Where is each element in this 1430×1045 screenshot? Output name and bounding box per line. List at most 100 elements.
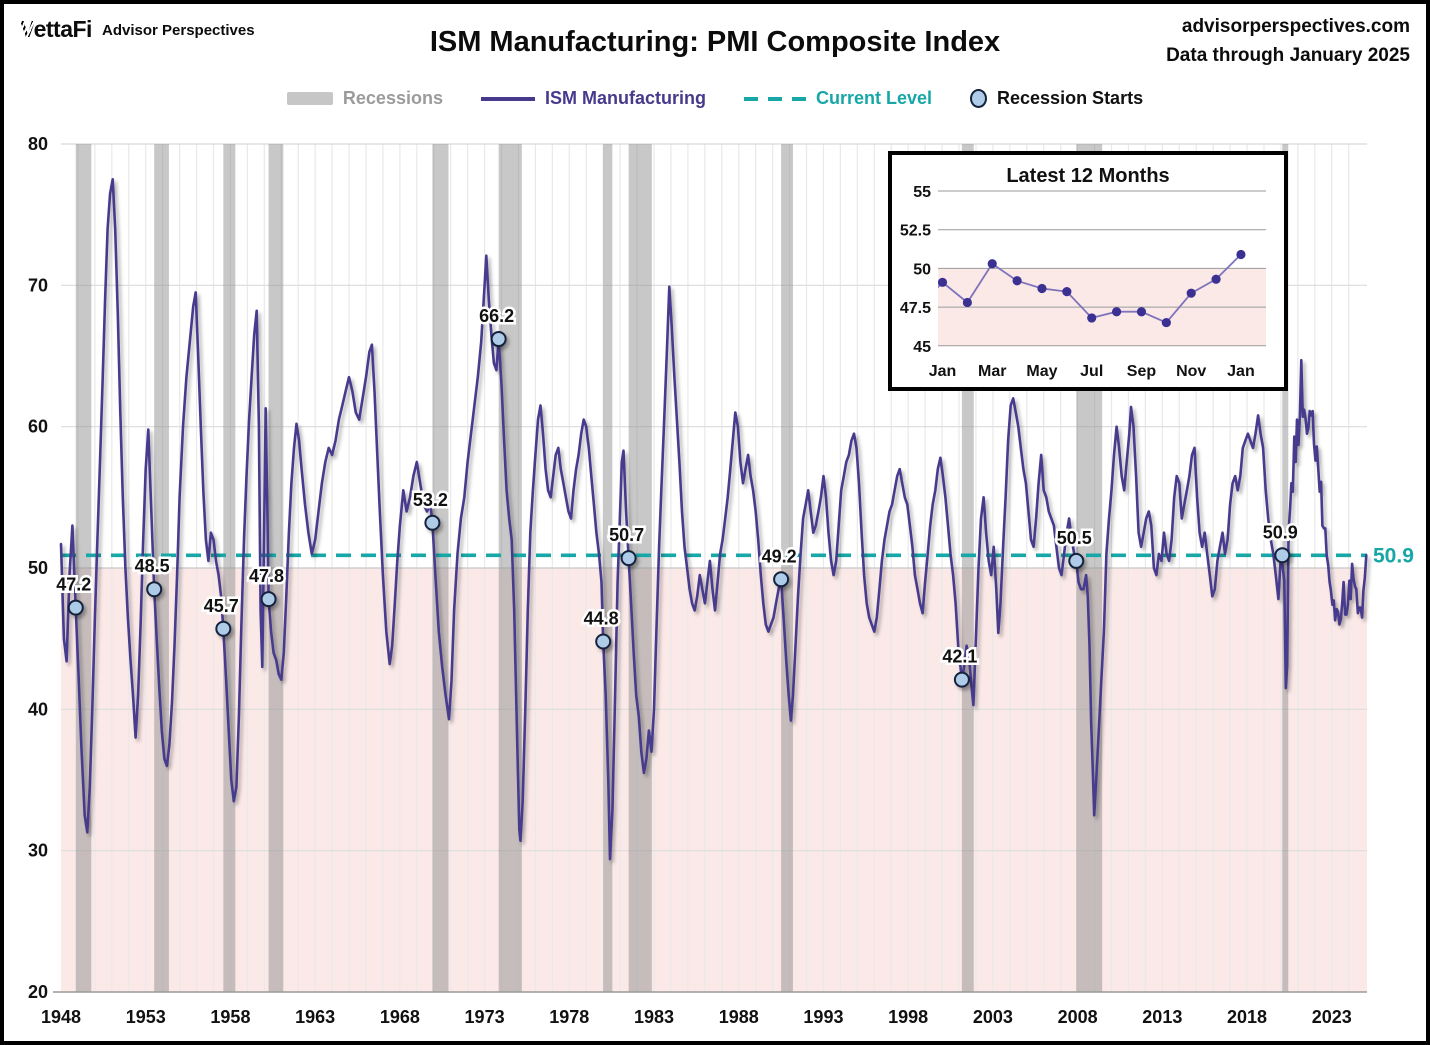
recession-start-marker bbox=[260, 591, 277, 608]
recession-band bbox=[498, 144, 522, 992]
recession-band bbox=[1282, 144, 1289, 992]
inset-y-tick-label: 50 bbox=[913, 261, 931, 278]
y-tick-label: 60 bbox=[28, 417, 48, 437]
recession-band bbox=[628, 144, 652, 992]
legend-label-current-level: Current Level bbox=[815, 88, 933, 108]
x-tick-label: 1948 bbox=[41, 1007, 81, 1027]
vettafi-logo-text: ettaFi bbox=[33, 16, 93, 42]
recession-start-label: 50.7 bbox=[609, 525, 644, 545]
recession-start-label: 47.8 bbox=[249, 566, 284, 586]
recession-start-marker bbox=[67, 599, 84, 616]
recession-start-swatch bbox=[970, 89, 988, 108]
recession-start-label: 66.2 bbox=[479, 306, 514, 326]
recession-band-swatch bbox=[286, 92, 333, 105]
recession-start-label: 44.8 bbox=[584, 608, 619, 628]
legend-item-ism: ISM Manufacturing bbox=[480, 88, 706, 109]
recession-start-label: 47.2 bbox=[56, 575, 91, 595]
page-title: ISM Manufacturing: PMI Composite Index bbox=[429, 26, 1001, 58]
x-tick-label: 1978 bbox=[549, 1007, 589, 1027]
inset-x-tick-label: Sep bbox=[1127, 363, 1157, 380]
ism-line-swatch bbox=[480, 96, 535, 101]
main-chart: 47.2 48.5 45.7 47.8 53.2 66.2 44.8 50.7 49.2 42.1… bbox=[28, 134, 1414, 1027]
recession-start-marker bbox=[490, 331, 507, 348]
legend-label-ism: ISM Manufacturing bbox=[544, 88, 706, 108]
x-tick-label: 1968 bbox=[380, 1007, 420, 1027]
recession-start-marker bbox=[773, 571, 790, 588]
inset-y-tick-label: 52.5 bbox=[900, 223, 931, 240]
legend-label-recession-starts: Recession Starts bbox=[997, 88, 1144, 108]
ism-series-line bbox=[59, 178, 1368, 861]
y-tick-label: 70 bbox=[28, 275, 48, 295]
recession-band bbox=[432, 144, 449, 992]
x-tick-label: 2018 bbox=[1227, 1007, 1267, 1027]
recession-start-label: 45.7 bbox=[204, 596, 239, 616]
inset-data-point bbox=[1211, 274, 1221, 284]
y-tick-label: 20 bbox=[28, 982, 48, 1002]
inset-data-point bbox=[1186, 288, 1196, 298]
contraction-zone bbox=[61, 568, 1367, 992]
legend-item-recessions: Recessions bbox=[286, 88, 443, 109]
inset-x-tick-label: Jan bbox=[1227, 363, 1255, 380]
recession-start-marker bbox=[424, 514, 441, 531]
recession-band bbox=[961, 144, 974, 992]
inset-data-point bbox=[938, 277, 948, 287]
current-level-swatch bbox=[743, 96, 806, 101]
x-tick-label: 1988 bbox=[719, 1007, 759, 1027]
vettafi-logo-v: V bbox=[20, 16, 34, 42]
inset-title: Latest 12 Months bbox=[1006, 165, 1169, 187]
inset-y-tick-label: 45 bbox=[913, 339, 931, 356]
legend-label-recessions: Recessions bbox=[342, 88, 443, 108]
x-tick-label: 2008 bbox=[1058, 1007, 1098, 1027]
legend: Recessions ISM Manufacturing Current Lev… bbox=[4, 88, 1426, 109]
recession-start-marker bbox=[953, 671, 970, 688]
x-tick-label: 1963 bbox=[295, 1007, 335, 1027]
source-block: advisorperspectives.com Data through Jan… bbox=[1166, 13, 1410, 70]
inset-x-tick-label: Nov bbox=[1176, 363, 1206, 380]
recession-start-label: 42.1 bbox=[942, 647, 977, 667]
data-through-label: Data through January 2025 bbox=[1166, 44, 1410, 66]
recession-start-marker bbox=[595, 633, 612, 650]
inset-data-point bbox=[1136, 307, 1147, 317]
x-tick-label: 2013 bbox=[1142, 1007, 1182, 1027]
inset-data-point bbox=[1087, 313, 1097, 323]
legend-item-recession-starts: Recession Starts bbox=[970, 88, 1143, 109]
inset-y-tick-label: 55 bbox=[913, 184, 931, 201]
recession-band bbox=[603, 144, 613, 992]
recession-band bbox=[268, 144, 284, 992]
legend-item-current-level: Current Level bbox=[743, 88, 933, 109]
inset-data-point bbox=[1161, 317, 1171, 328]
inset-series-line bbox=[938, 253, 1242, 324]
inset-data-point bbox=[962, 297, 972, 308]
inset-x-tick-label: May bbox=[1026, 363, 1057, 380]
x-tick-label: 2003 bbox=[973, 1007, 1013, 1027]
horizontal-gridlines bbox=[61, 143, 1367, 852]
inset-x-tick-label: Mar bbox=[978, 363, 1006, 380]
x-tick-label: 1998 bbox=[888, 1007, 928, 1027]
recession-start-marker bbox=[1274, 547, 1291, 564]
vettafi-logo: VettaFi bbox=[20, 16, 92, 43]
current-level-value: 50.9 bbox=[1373, 544, 1414, 567]
y-tick-label: 80 bbox=[28, 134, 48, 154]
recession-band bbox=[781, 144, 793, 992]
recession-start-marker bbox=[146, 581, 163, 598]
x-tick-label: 1983 bbox=[634, 1007, 674, 1027]
y-tick-label: 40 bbox=[28, 699, 48, 719]
x-tick-label: 2023 bbox=[1312, 1007, 1352, 1027]
recession-start-label: 50.9 bbox=[1263, 522, 1298, 542]
x-tick-label: 1993 bbox=[803, 1007, 843, 1027]
y-tick-label: 50 bbox=[28, 558, 48, 578]
y-tick-label: 30 bbox=[28, 841, 48, 861]
inset-y-tick-label: 47.5 bbox=[900, 300, 931, 317]
recession-start-label: 53.2 bbox=[413, 490, 448, 510]
inset-data-point bbox=[987, 259, 997, 269]
inset-x-tick-label: Jan bbox=[929, 363, 957, 380]
x-tick-label: 1958 bbox=[210, 1007, 250, 1027]
recession-start-label: 50.5 bbox=[1057, 528, 1092, 548]
source-url: advisorperspectives.com bbox=[1181, 16, 1410, 37]
inset-data-point bbox=[1012, 276, 1022, 286]
advisor-perspectives-label: Advisor Perspectives bbox=[102, 22, 255, 39]
recession-start-label: 48.5 bbox=[135, 556, 170, 576]
inset-data-point bbox=[1111, 307, 1122, 317]
recession-start-marker bbox=[215, 620, 232, 637]
